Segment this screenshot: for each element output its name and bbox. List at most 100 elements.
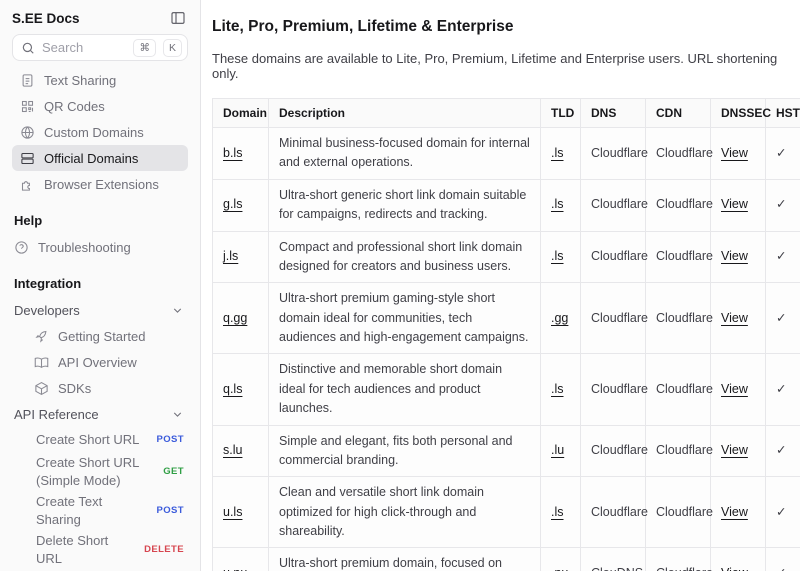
col-header-tld: TLD (540, 98, 581, 128)
method-badge: DELETE (144, 544, 184, 556)
main-content: Lite, Pro, Premium, Lifetime & Enterpris… (201, 0, 800, 571)
integration-section-heading: Integration (14, 276, 82, 291)
domain-description: Distinctive and memorable short domain i… (268, 353, 541, 426)
sidebar-item-create-text-sharing[interactable]: Create Text Sharing POST (12, 491, 188, 530)
table-row: u.nu Ultra-short premium domain, focused… (212, 547, 800, 571)
dns-value: Cloudflare (580, 178, 648, 232)
domain-description: Ultra-short premium gaming-style short d… (268, 282, 541, 355)
api-reference-group-label: API Reference (14, 406, 99, 422)
tld-link[interactable]: .lu (551, 443, 565, 458)
dnssec-view-link[interactable]: View (721, 381, 748, 396)
hsts-check: ✓ (765, 424, 800, 478)
dns-value: Cloudflare (580, 353, 648, 426)
developers-group[interactable]: Developers (12, 297, 188, 323)
sidebar-item-browser-extensions[interactable]: Browser Extensions (12, 171, 188, 197)
dnssec-view-link[interactable]: View (721, 310, 748, 325)
help-circle-icon (14, 240, 29, 255)
method-badge: POST (156, 434, 184, 445)
tld-link[interactable]: .ls (551, 381, 564, 396)
help-section-heading: Help (14, 213, 43, 228)
sidebar-item-label: Text Sharing (44, 72, 117, 88)
cdn-value: Cloudflare (645, 230, 713, 284)
tld-link[interactable]: .ls (551, 145, 564, 160)
hsts-check: ✓ (765, 547, 800, 571)
hsts-check: ✓ (765, 178, 800, 232)
dnssec-view-link[interactable]: View (721, 566, 748, 571)
sidebar-item-official-domains[interactable]: Official Domains (12, 145, 188, 171)
table-row: j.ls Compact and professional short link… (212, 230, 800, 284)
col-header-dns: DNS (580, 98, 646, 128)
dns-value: ClouDNS (580, 547, 646, 571)
dns-value: Cloudflare (580, 230, 648, 284)
domain-link[interactable]: u.nu (223, 566, 247, 571)
hsts-check: ✓ (765, 127, 800, 180)
tld-link[interactable]: .ls (551, 197, 564, 212)
sidebar-item-label: Delete Short URL (36, 533, 109, 566)
tld-link[interactable]: .nu (551, 566, 568, 571)
table-header-row: Domain Description TLD DNS CDN DNSSEC HS… (212, 98, 800, 128)
domain-link[interactable]: g.ls (223, 197, 243, 212)
sidebar-item-label: Create Short URL (36, 431, 140, 447)
sidebar-item-label: Create Text Sharing (36, 494, 103, 527)
api-reference-group[interactable]: API Reference (12, 401, 188, 427)
cdn-value: Cloudflare (645, 476, 713, 549)
page-subtitle: These domains are available to Lite, Pro… (212, 51, 778, 81)
sidebar-item-label: Troubleshooting (38, 239, 131, 255)
sidebar-item-label: SDKs (58, 380, 92, 396)
domain-link[interactable]: q.ls (223, 381, 243, 396)
sidebar-item-getting-started[interactable]: Getting Started (12, 323, 188, 349)
sidebar-item-qr-codes[interactable]: QR Codes (12, 93, 188, 119)
tld-link[interactable]: .ls (551, 504, 564, 519)
sidebar-item-text-sharing[interactable]: Text Sharing (12, 67, 188, 93)
domain-link[interactable]: q.gg (223, 310, 248, 325)
k-keycap: K (162, 38, 182, 57)
col-header-dnssec: DNSSEC (710, 98, 771, 128)
sidebar-item-label: API Overview (58, 354, 137, 370)
domain-description: Clean and versatile short link domain op… (268, 476, 541, 549)
dnssec-view-link[interactable]: View (721, 504, 748, 519)
domain-link[interactable]: s.lu (223, 443, 243, 458)
sidebar-item-create-short-url-simple[interactable]: Create Short URL (Simple Mode) GET (12, 452, 188, 491)
sidebar-item-troubleshooting[interactable]: Troubleshooting (12, 234, 188, 260)
sidebar-item-custom-domains[interactable]: Custom Domains (12, 119, 188, 145)
domain-link[interactable]: b.ls (223, 145, 243, 160)
dnssec-view-link[interactable]: View (721, 197, 748, 212)
cmd-keycap: ⌘ (133, 38, 156, 57)
sidebar-item-create-short-url[interactable]: Create Short URL POST (12, 427, 188, 452)
dns-value: Cloudflare (580, 476, 648, 549)
dns-value: Cloudflare (580, 424, 648, 478)
dnssec-view-link[interactable]: View (721, 249, 748, 264)
chevron-down-icon (171, 408, 184, 421)
col-header-description: Description (268, 98, 541, 128)
domain-description: Ultra-short premium domain, focused on m… (268, 547, 541, 571)
sidebar-item-label: Getting Started (58, 328, 146, 344)
dnssec-view-link[interactable]: View (721, 145, 748, 160)
hsts-check: ✓ (765, 476, 800, 549)
cdn-value: Cloudflare (645, 282, 713, 355)
sidebar-item-delete-short-url[interactable]: Delete Short URL DELETE (12, 530, 188, 569)
developers-group-label: Developers (14, 302, 80, 318)
sidebar-toggle-button[interactable] (168, 8, 188, 28)
search-input[interactable]: Search ⌘ K (12, 34, 188, 61)
domain-link[interactable]: j.ls (223, 249, 239, 264)
tld-link[interactable]: .gg (551, 310, 569, 325)
domain-link[interactable]: u.ls (223, 504, 243, 519)
search-icon (21, 41, 35, 55)
cdn-value: Cloudflare (645, 178, 713, 232)
cdn-value: Cloudflare (645, 547, 713, 571)
cdn-value: Cloudflare (645, 127, 713, 180)
tld-link[interactable]: .ls (551, 249, 564, 264)
page-title: Lite, Pro, Premium, Lifetime & Enterpris… (212, 18, 514, 35)
dnssec-view-link[interactable]: View (721, 443, 748, 458)
sidebar-item-label: Create Short URL (Simple Mode) (36, 455, 139, 488)
sidebar-item-api-overview[interactable]: API Overview (12, 349, 188, 375)
domain-description: Minimal business-focused domain for inte… (268, 127, 541, 180)
domain-description: Ultra-short generic short link domain su… (268, 178, 541, 232)
hsts-check: ✓ (765, 353, 800, 426)
table-row: b.ls Minimal business-focused domain for… (212, 127, 800, 180)
col-header-hsts: HSTS (765, 98, 800, 128)
sidebar-item-sdks[interactable]: SDKs (12, 375, 188, 401)
table-row: q.gg Ultra-short premium gaming-style sh… (212, 282, 800, 355)
search-placeholder: Search (42, 40, 84, 55)
table-row: u.ls Clean and versatile short link doma… (212, 476, 800, 549)
